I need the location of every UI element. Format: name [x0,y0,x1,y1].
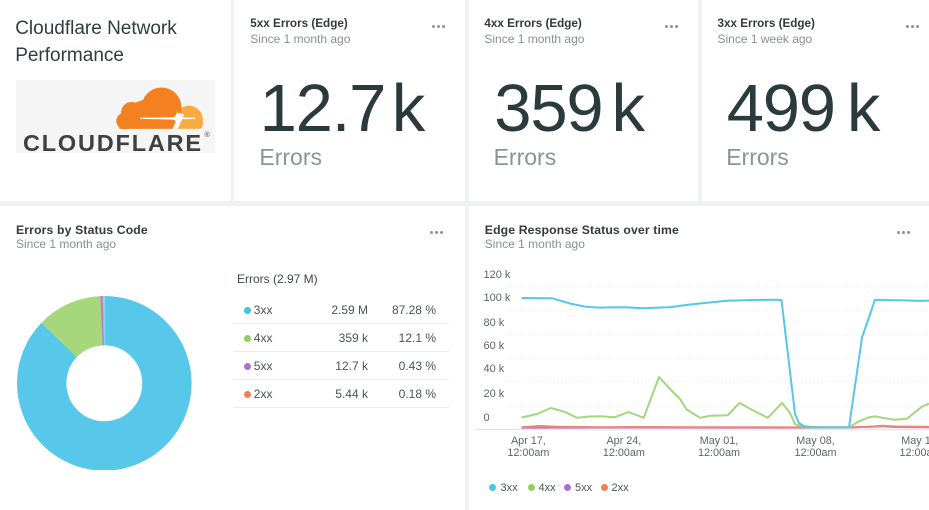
svg-text:CLOUDFLARE: CLOUDFLARE [23,130,203,153]
svg-text:®: ® [205,131,211,139]
